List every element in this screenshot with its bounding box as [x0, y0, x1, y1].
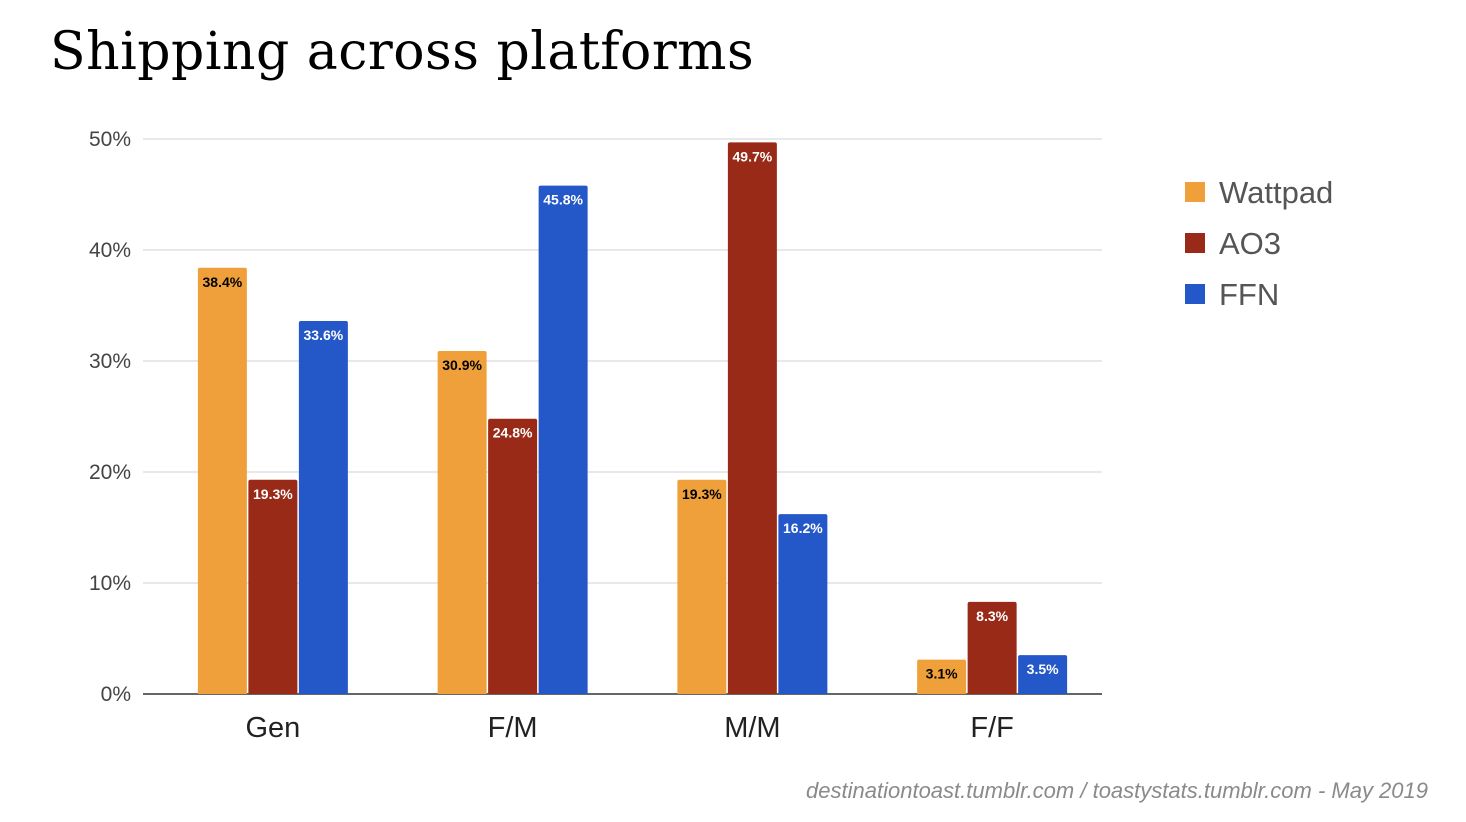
x-category-label: M/M [724, 712, 780, 744]
legend-swatch-ao3 [1185, 233, 1205, 253]
legend-label: FFN [1219, 277, 1279, 312]
bar-ffn [538, 185, 588, 694]
bar-ao3 [248, 479, 298, 694]
data-label: 8.3% [976, 608, 1008, 624]
data-label: 38.4% [203, 274, 243, 290]
data-label: 19.3% [682, 486, 722, 502]
bar-ao3 [488, 418, 538, 694]
data-label: 16.2% [783, 520, 823, 536]
chart-title: Shipping across platforms [50, 22, 755, 82]
legend-swatch-ffn [1185, 284, 1205, 304]
x-category-label: Gen [245, 712, 300, 744]
bar-wattpad [437, 351, 487, 694]
data-label: 3.5% [1027, 661, 1059, 677]
legend-label: Wattpad [1219, 175, 1333, 210]
bar-wattpad [677, 479, 727, 694]
data-label: 3.1% [926, 666, 958, 682]
data-label: 33.6% [304, 327, 344, 343]
bar-ffn [1018, 655, 1068, 694]
y-tick-label: 30% [89, 350, 131, 373]
bar-ffn [778, 514, 828, 694]
y-tick-label: 10% [89, 572, 131, 595]
data-label: 45.8% [543, 192, 583, 208]
y-tick-label: 40% [89, 239, 131, 262]
bar-wattpad [197, 267, 247, 694]
y-tick-label: 50% [89, 128, 131, 151]
bar-wattpad [917, 659, 967, 694]
data-label: 24.8% [493, 425, 533, 441]
bar-ao3 [967, 601, 1017, 694]
bar-ffn [298, 321, 348, 694]
data-label: 49.7% [733, 148, 773, 164]
data-label: 19.3% [253, 486, 293, 502]
legend-label: AO3 [1219, 226, 1281, 261]
y-tick-label: 20% [89, 461, 131, 484]
data-label: 30.9% [442, 357, 482, 373]
y-tick-label: 0% [101, 683, 131, 706]
legend-swatch-wattpad [1185, 182, 1205, 202]
footer-credit: destinationtoast.tumblr.com / toastystat… [806, 778, 1428, 803]
x-category-label: F/F [970, 712, 1014, 744]
x-category-label: F/M [488, 712, 538, 744]
bar-ao3 [727, 142, 777, 694]
